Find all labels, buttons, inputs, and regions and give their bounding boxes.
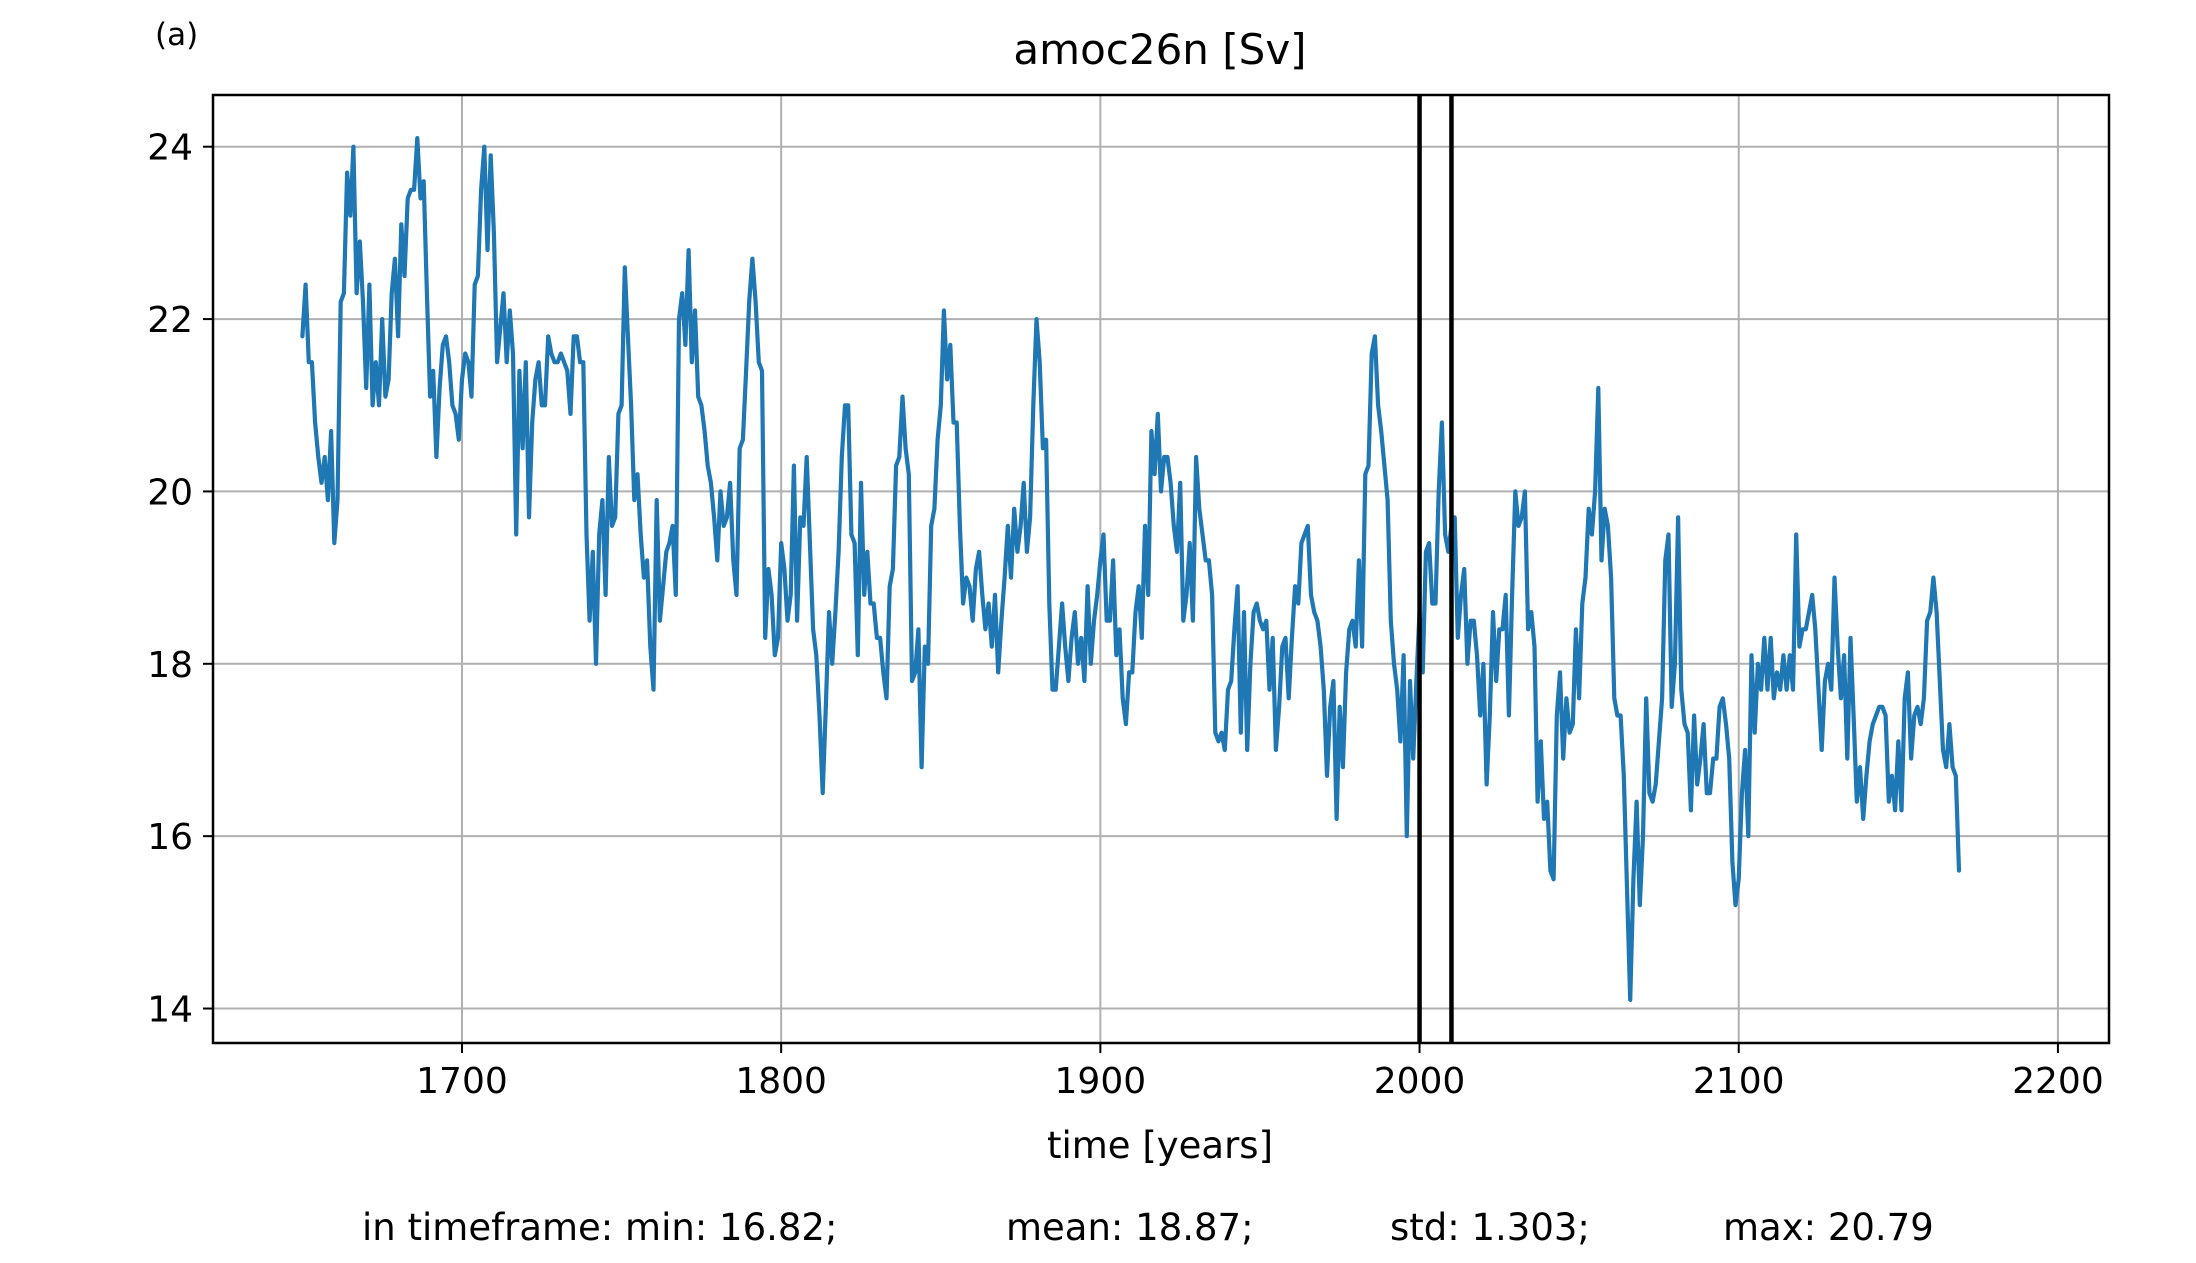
panel-label: (a) (155, 17, 198, 53)
x-tick-label: 1800 (735, 1061, 827, 1102)
plot-frame (211, 93, 2111, 1045)
y-tick-label: 24 (147, 128, 193, 169)
x-tick-label: 1700 (416, 1061, 508, 1102)
stats-mean: mean: 18.87; (1006, 1206, 1254, 1249)
y-tick-label: 14 (147, 990, 193, 1031)
x-tick-label: 2100 (1693, 1061, 1785, 1102)
x-axis-ticks: 1700 1800 1900 2000 2100 2200 (416, 1043, 2104, 1102)
stats-std: std: 1.303; (1390, 1206, 1590, 1249)
reference-vlines (1417, 95, 1454, 1043)
x-axis-label: time [years] (1047, 1124, 1273, 1167)
x-tick-label: 1900 (1055, 1061, 1147, 1102)
x-tick-label: 2200 (2012, 1061, 2104, 1102)
chart-title: amoc26n [Sv] (1013, 25, 1306, 74)
y-tick-label: 18 (147, 645, 193, 686)
x-gridlines (460, 95, 2059, 1043)
y-tick-label: 22 (147, 300, 193, 341)
stats-max: max: 20.79 (1723, 1206, 1934, 1249)
y-tick-label: 20 (147, 472, 193, 513)
stats-min: in timeframe: min: 16.82; (362, 1206, 837, 1249)
y-axis-ticks: 14 16 18 20 22 24 (147, 128, 213, 1031)
series-layer (300, 136, 1962, 1003)
series-line-amoc26n (300, 136, 1962, 1003)
y-tick-label: 16 (147, 817, 193, 858)
y-gridlines (213, 145, 2109, 1010)
x-tick-label: 2000 (1374, 1061, 1466, 1102)
